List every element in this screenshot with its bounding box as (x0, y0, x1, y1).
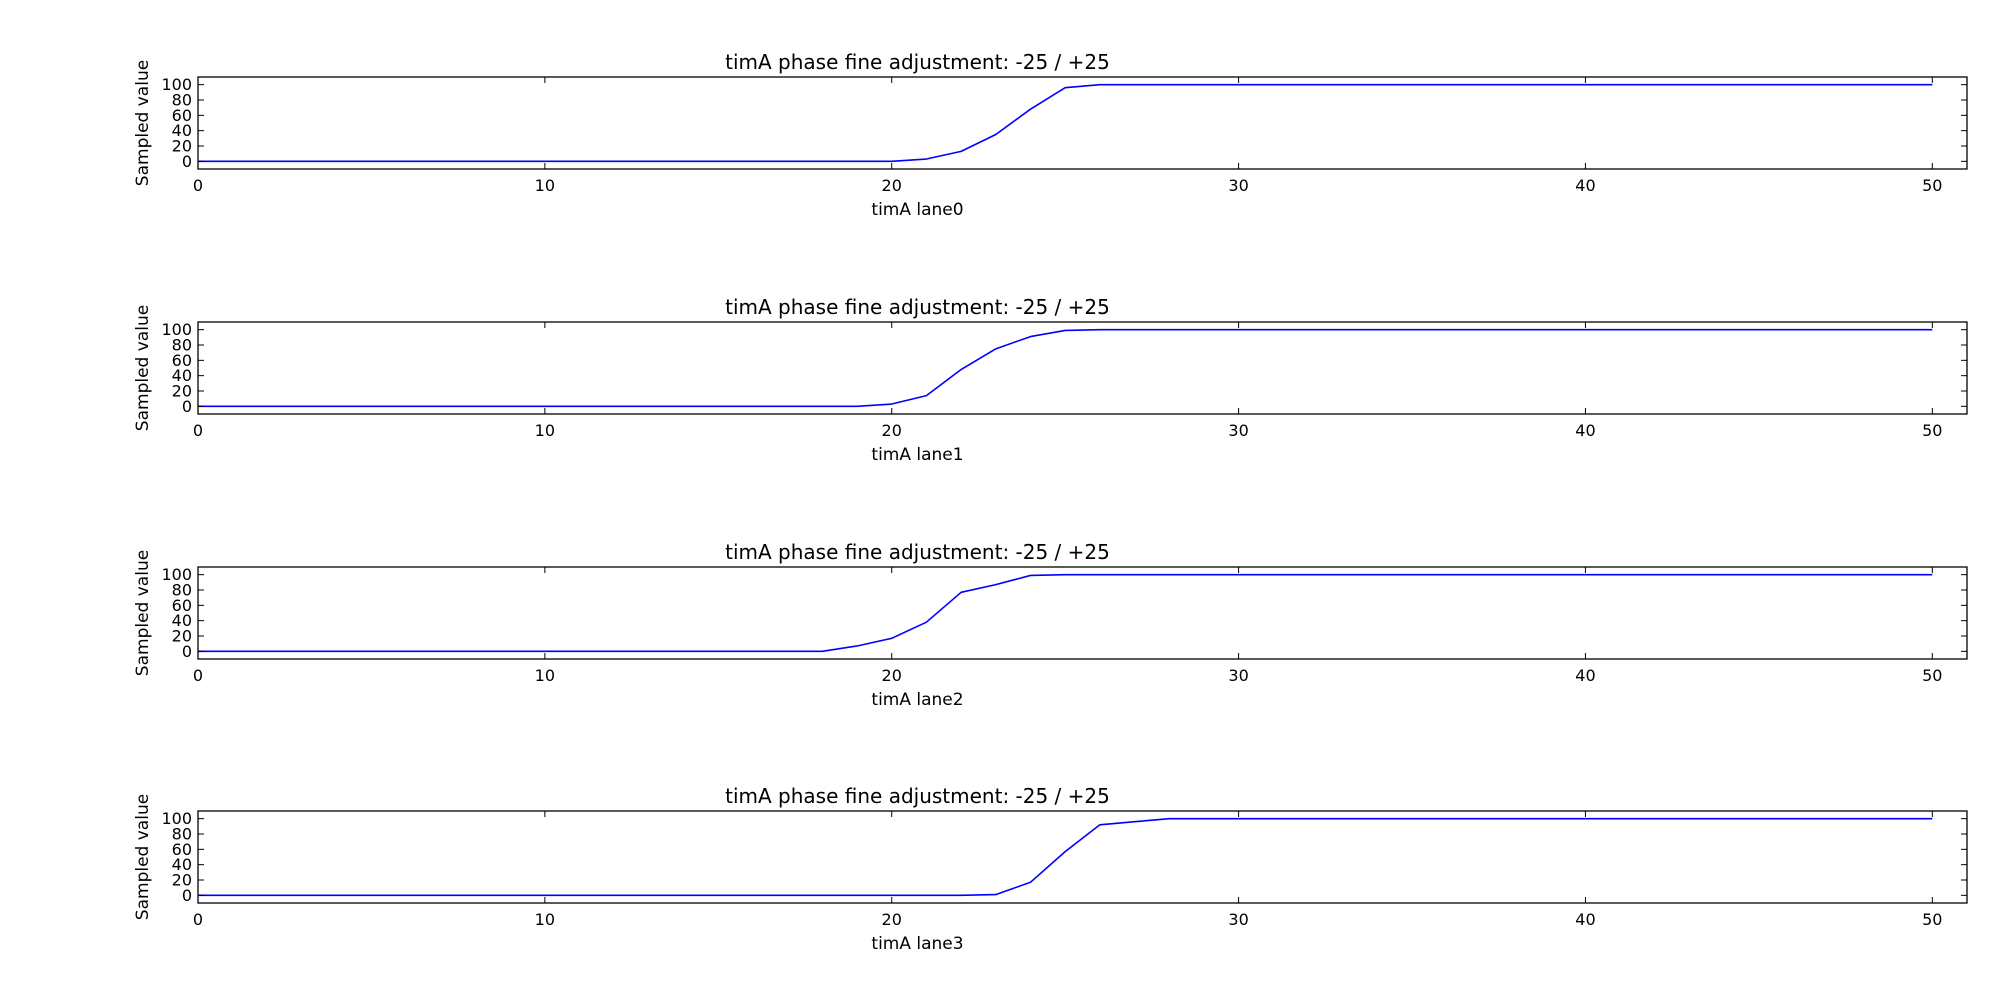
x-tick-label: 20 (882, 910, 902, 929)
y-tick-label: 100 (161, 75, 192, 94)
x-axis-label: timA lane3 (871, 934, 963, 954)
axes-frame (197, 810, 1968, 904)
axes-frame (197, 76, 1968, 170)
series-line (198, 573, 1933, 653)
x-axis-label: timA lane2 (871, 690, 963, 710)
y-tick-label: 60 (172, 351, 192, 370)
y-tick-label: 80 (172, 91, 192, 110)
y-tick-label: 0 (182, 886, 192, 905)
x-axis-label: timA lane1 (871, 445, 963, 465)
axes-frame (197, 321, 1968, 415)
y-tick-label: 40 (172, 366, 192, 385)
x-tick-label: 50 (1922, 421, 1942, 440)
y-axis-label: Sampled value (133, 60, 153, 186)
x-tick-label: 50 (1922, 910, 1942, 929)
x-tick-label: 30 (1228, 910, 1248, 929)
series-line (198, 328, 1933, 408)
y-tick-label: 60 (172, 596, 192, 615)
y-tick-label: 0 (182, 152, 192, 171)
y-tick-label: 80 (172, 336, 192, 355)
x-tick-label: 0 (193, 421, 203, 440)
y-tick-label: 60 (172, 106, 192, 125)
y-tick-label: 100 (161, 809, 192, 828)
x-tick-label: 40 (1575, 421, 1595, 440)
x-tick-label: 0 (193, 176, 203, 195)
y-tick-label: 80 (172, 581, 192, 600)
x-tick-label: 20 (882, 666, 902, 685)
x-tick-label: 50 (1922, 666, 1942, 685)
series-line (198, 817, 1933, 897)
x-tick-label: 30 (1228, 176, 1248, 195)
chart-title: timA phase fine adjustment: -25 / +25 (725, 540, 1110, 564)
y-tick-label: 100 (161, 320, 192, 339)
y-tick-label: 20 (172, 382, 192, 401)
y-tick-label: 0 (182, 642, 192, 661)
y-axis-label: Sampled value (133, 305, 153, 431)
y-tick-label: 20 (172, 627, 192, 646)
x-tick-label: 0 (193, 666, 203, 685)
y-tick-label: 20 (172, 137, 192, 156)
chart-title: timA phase fine adjustment: -25 / +25 (725, 50, 1110, 74)
x-tick-label: 30 (1228, 666, 1248, 685)
y-tick-label: 80 (172, 825, 192, 844)
axes-frame (197, 566, 1968, 660)
y-tick-label: 60 (172, 840, 192, 859)
x-tick-label: 30 (1228, 421, 1248, 440)
x-tick-label: 20 (882, 176, 902, 195)
chart-title: timA phase fine adjustment: -25 / +25 (725, 784, 1110, 808)
x-tick-label: 10 (535, 666, 555, 685)
x-axis-label: timA lane0 (871, 200, 963, 220)
y-axis-label: Sampled value (133, 550, 153, 676)
y-tick-label: 40 (172, 855, 192, 874)
chart-title: timA phase fine adjustment: -25 / +25 (725, 295, 1110, 319)
y-tick-label: 20 (172, 871, 192, 890)
x-tick-label: 40 (1575, 666, 1595, 685)
series-line (198, 83, 1933, 163)
x-tick-label: 10 (535, 421, 555, 440)
y-tick-label: 100 (161, 565, 192, 584)
y-tick-label: 40 (172, 611, 192, 630)
x-tick-label: 40 (1575, 176, 1595, 195)
y-tick-label: 40 (172, 121, 192, 140)
x-tick-label: 20 (882, 421, 902, 440)
y-axis-label: Sampled value (133, 794, 153, 920)
x-tick-label: 40 (1575, 910, 1595, 929)
x-tick-label: 10 (535, 910, 555, 929)
x-tick-label: 50 (1922, 176, 1942, 195)
x-tick-label: 10 (535, 176, 555, 195)
x-tick-label: 0 (193, 910, 203, 929)
y-tick-label: 0 (182, 397, 192, 416)
